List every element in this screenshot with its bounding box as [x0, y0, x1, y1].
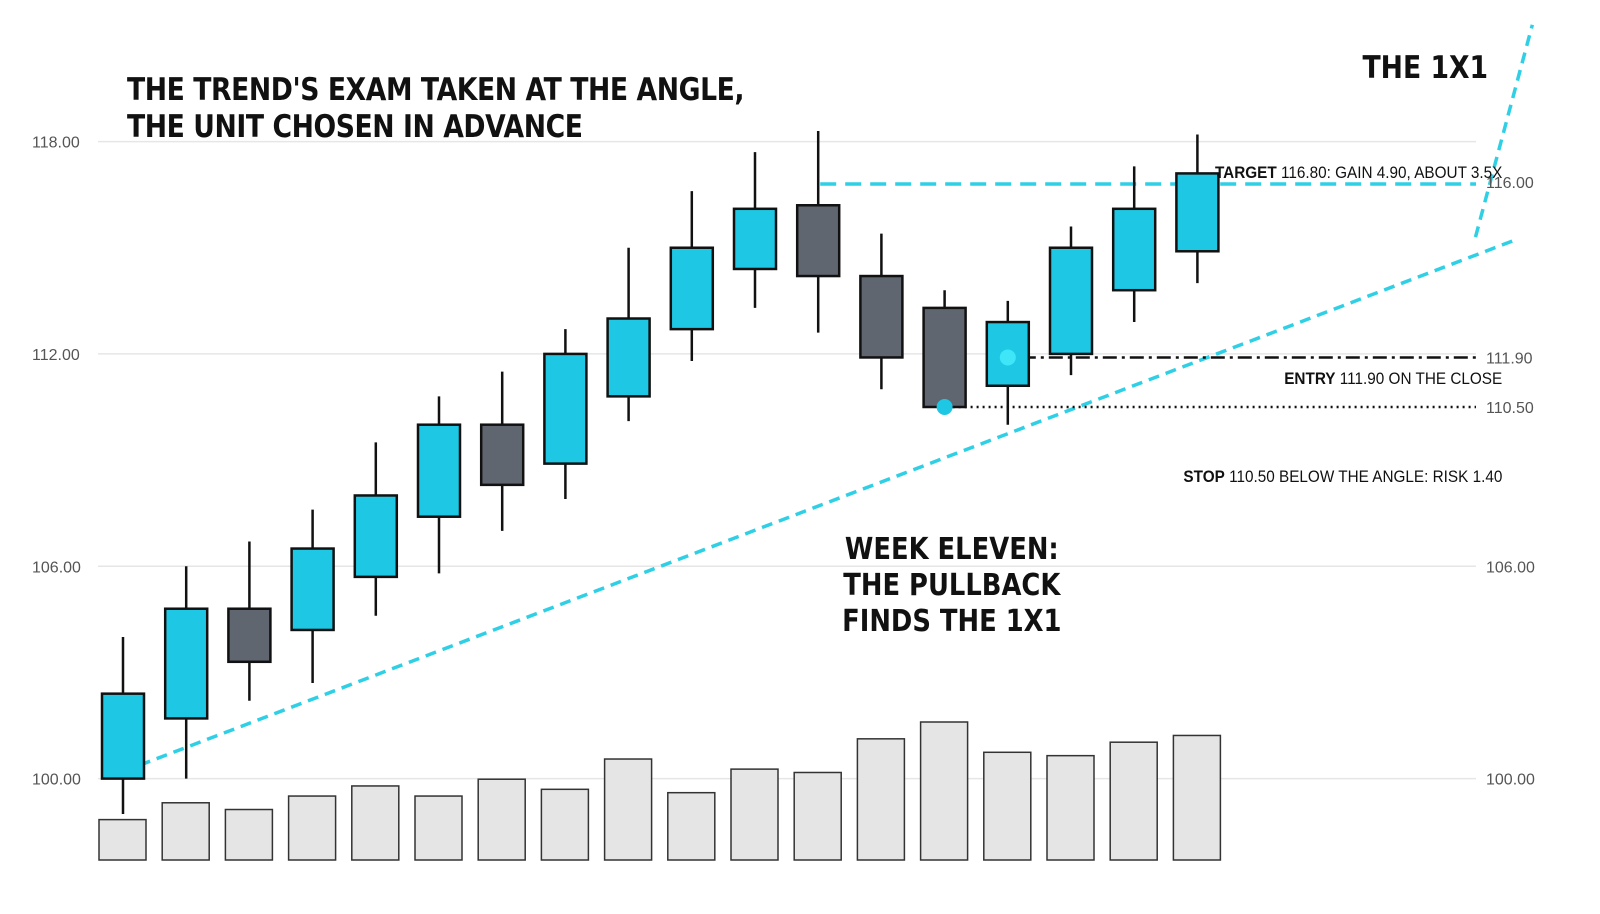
candle-body	[922, 306, 967, 409]
candle-body	[100, 692, 146, 780]
volume-bar	[603, 758, 653, 861]
pullback-callout: WEEK ELEVEN: THE PULLBACK FINDS THE 1X1	[840, 532, 1064, 640]
target-axis-label: 116.00	[1486, 175, 1534, 192]
candle-body	[669, 246, 715, 331]
candle-body	[732, 207, 778, 271]
y-tick-right: 100.00	[1486, 772, 1535, 789]
volume-bar	[983, 751, 1032, 861]
y-tick-left: 118.00	[32, 135, 80, 152]
chart-title-line-2: THE UNIT CHOSEN IN ADVANCE	[127, 109, 583, 145]
volume-bar	[540, 788, 590, 861]
stop-axis-label: 110.50	[1486, 400, 1534, 417]
candles	[100, 130, 1220, 814]
volume-bar	[856, 738, 906, 861]
volume-bar	[351, 785, 400, 861]
y-tick-left: 112.00	[32, 347, 80, 364]
candle-body	[479, 423, 525, 487]
candle-body	[795, 204, 841, 278]
angle-1x1-line	[122, 239, 1515, 774]
stop-text: 110.50 BELOW THE ANGLE: RISK 1.40	[1228, 467, 1502, 486]
markers	[936, 349, 1016, 415]
entry-marker	[999, 349, 1016, 366]
volume-bar	[1046, 754, 1095, 861]
volume-bar	[667, 791, 716, 861]
candle-body	[353, 494, 399, 579]
entry-text: 111.90 ON THE CLOSE	[1339, 369, 1502, 388]
axis-labels: 118.00 112.00 106.00 100.00 106.00 100.00 116.…	[32, 135, 1535, 789]
angle-steep-line	[1473, 24, 1535, 238]
candle-body	[859, 274, 904, 359]
candle-body	[543, 352, 588, 465]
entry-axis-label: 111.90	[1486, 350, 1533, 367]
entry-label: ENTRY 111.90 ON THE CLOSE	[1284, 369, 1502, 389]
volume-bars	[98, 721, 1222, 861]
grid-lines	[98, 140, 1476, 780]
candle-body	[290, 547, 335, 632]
target-text: 116.80: GAIN 4.90, ABOUT 3.5X	[1280, 163, 1502, 182]
volume-bar	[161, 802, 210, 861]
callout-line-2: THE PULLBACK	[843, 568, 1061, 603]
chart-title: THE TREND'S EXAM TAKEN AT THE ANGLE, THE…	[127, 72, 745, 146]
volume-bar	[1172, 734, 1222, 861]
support-touch-marker	[936, 398, 953, 415]
entry-key: ENTRY	[1284, 369, 1336, 388]
target-key: TARGET	[1214, 163, 1277, 182]
y-tick-right: 106.00	[1486, 559, 1535, 576]
candle-body	[227, 607, 272, 664]
candle-body	[416, 423, 462, 518]
volume-bar	[224, 808, 274, 861]
callout-line-1: WEEK ELEVEN:	[844, 532, 1059, 567]
angle-label: THE 1X1	[1362, 50, 1488, 86]
callout-line-3: FINDS THE 1X1	[842, 604, 1062, 639]
volume-bar	[414, 795, 463, 861]
candle-body	[1111, 207, 1157, 292]
y-tick-left: 100.00	[32, 772, 81, 789]
volume-bar	[730, 768, 779, 861]
volume-bar	[1109, 741, 1158, 861]
candle-body	[163, 607, 209, 720]
stop-key: STOP	[1183, 467, 1225, 486]
volume-bar	[793, 771, 842, 861]
candle-body	[606, 317, 651, 398]
target-label: TARGET 116.80: GAIN 4.90, ABOUT 3.5X	[1215, 163, 1502, 183]
volume-bar	[919, 721, 969, 861]
stop-label: STOP 110.50 BELOW THE ANGLE: RISK 1.40	[1183, 467, 1502, 487]
candle-body	[1175, 172, 1220, 253]
trade-levels	[820, 182, 1476, 409]
y-tick-left: 106.00	[32, 559, 81, 576]
candle-body	[1048, 246, 1094, 356]
volume-bar	[287, 795, 337, 861]
angle-lines	[122, 24, 1535, 774]
volume-bar	[477, 778, 526, 861]
volume-bar	[98, 818, 147, 861]
chart-title-line-1: THE TREND'S EXAM TAKEN AT THE ANGLE,	[127, 72, 745, 108]
